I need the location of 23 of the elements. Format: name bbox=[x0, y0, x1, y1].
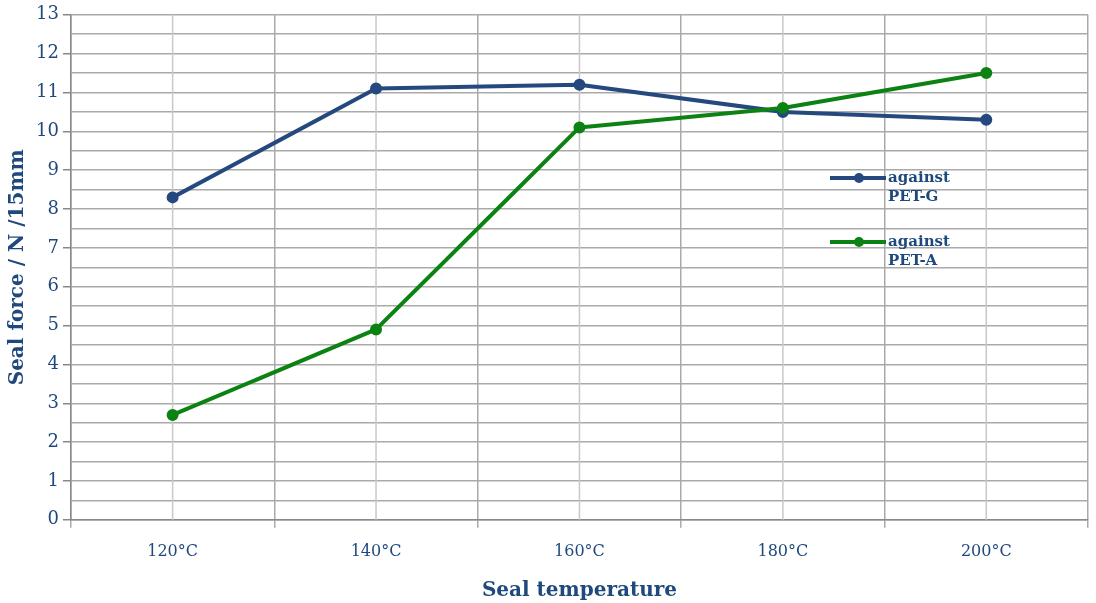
y-tick-label: 10 bbox=[36, 119, 59, 141]
x-axis-title: Seal temperature bbox=[481, 577, 677, 602]
y-tick-label: 11 bbox=[36, 80, 59, 102]
x-tick-label: 120°C bbox=[147, 540, 198, 560]
y-tick-label: 3 bbox=[47, 390, 59, 412]
y-tick-label: 9 bbox=[47, 157, 59, 179]
x-tick-label: 180°C bbox=[757, 540, 809, 560]
y-tick-label: 13 bbox=[36, 2, 59, 24]
x-tick-label: 140°C bbox=[350, 540, 402, 560]
y-tick-label: 2 bbox=[47, 429, 59, 451]
y-tick-label: 0 bbox=[47, 507, 59, 529]
y-tick-label: 5 bbox=[47, 313, 59, 335]
y-tick-label: 4 bbox=[47, 352, 59, 374]
y-tick-label: 1 bbox=[47, 468, 59, 490]
legend-label: against PET-A bbox=[888, 232, 951, 270]
y-tick-label: 7 bbox=[47, 235, 59, 257]
y-tick-label: 6 bbox=[47, 274, 59, 296]
x-tick-label: 200°C bbox=[960, 540, 1012, 560]
y-tick-label: 8 bbox=[47, 196, 59, 218]
y-axis-title: Seal force / N /15mm bbox=[4, 149, 29, 386]
legend-label: against PET-G bbox=[888, 168, 951, 206]
y-tick-label: 12 bbox=[36, 41, 59, 63]
x-tick-label: 160°C bbox=[554, 540, 605, 560]
